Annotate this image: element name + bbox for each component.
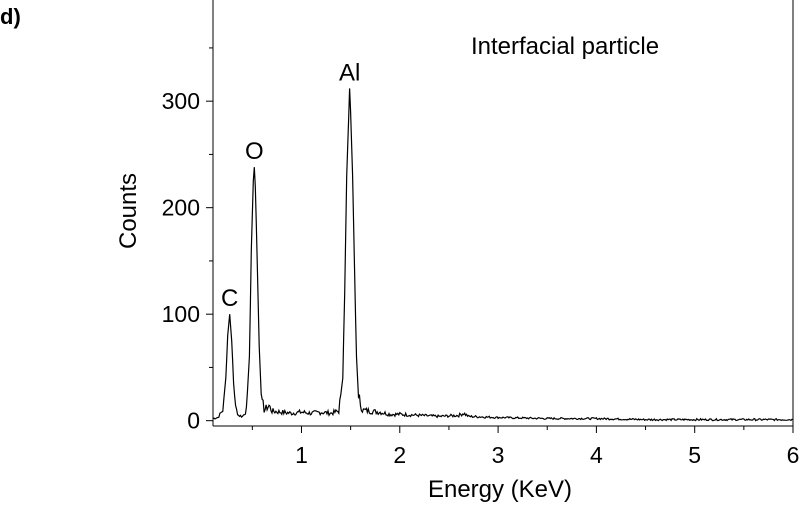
peak-labels: C O Al [221,59,360,312]
y-axis-label: Counts [115,173,142,249]
x-axis-label: Energy (KeV) [428,476,572,503]
x-tick-label: 3 [492,442,505,468]
peak-label-c: C [221,285,238,312]
spectrum-line [212,88,794,422]
x-tick-label: 1 [295,442,308,468]
y-tick-label: 300 [162,88,200,114]
panel-label: d) [0,4,21,29]
peak-label-al: Al [339,59,360,86]
x-tick-label: 4 [590,442,603,468]
y-tick-label: 100 [162,301,200,327]
x-tick-label: 5 [688,442,701,468]
x-tick-label: 6 [787,442,800,468]
y-tick-label: 200 [162,195,200,221]
chart-title: Interfacial particle [471,33,659,60]
x-tick-label: 2 [393,442,406,468]
peak-label-o: O [245,138,264,165]
plot-axes: 0 100 200 300 1 2 3 4 5 6 [162,0,800,468]
y-tick-label: 0 [187,408,200,434]
